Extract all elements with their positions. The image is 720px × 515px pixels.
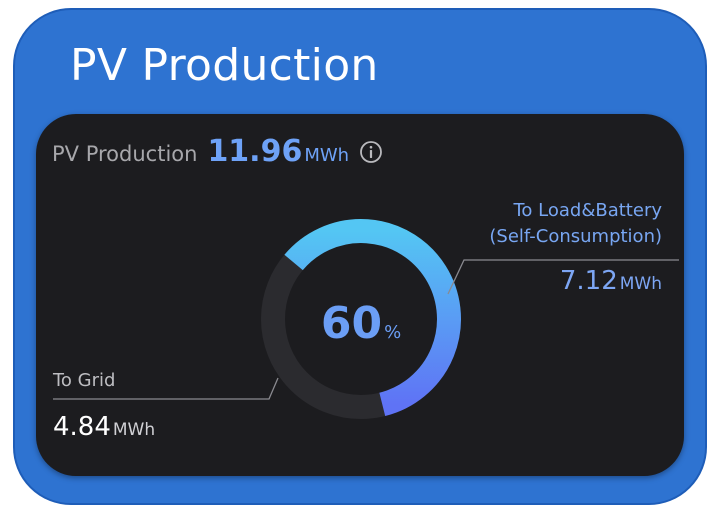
total-production-value: 11.96 (207, 134, 303, 169)
self-consumption-value-group: 7.12 MWh (560, 266, 662, 296)
self-consumption-value: 7.12 (559, 266, 618, 296)
info-circle-icon[interactable] (359, 140, 383, 164)
card-header: PV Production 11.96 MWh (52, 134, 383, 169)
outer-frame: PV Production PV Production 11.96 MWh (13, 8, 707, 505)
gauge-chart (53, 219, 679, 419)
pv-production-card: PV Production 11.96 MWh 60% (36, 114, 684, 476)
self-consumption-leader-line (447, 259, 679, 295)
header-label: PV Production (52, 142, 198, 166)
to-grid-unit: MWh (112, 420, 156, 440)
self-consumption-label-line1: To Load&Battery (513, 200, 662, 221)
percent-unit: % (384, 322, 402, 343)
self-consumption-label: To Load&Battery (Self-Consumption) (489, 198, 662, 250)
to-grid-value-group: 4.84 MWh (53, 412, 155, 442)
to-grid-leader-line (53, 377, 279, 400)
self-consumption-percent: 60 (320, 298, 383, 349)
self-consumption-unit: MWh (619, 274, 662, 294)
to-grid-value: 4.84 (53, 412, 111, 442)
total-production-unit: MWh (304, 145, 350, 166)
to-grid-label: To Grid (53, 370, 116, 391)
gauge-center-value: 60% (296, 298, 426, 349)
page-title: PV Production (70, 40, 379, 91)
gauge-progress-arc (284, 219, 461, 417)
self-consumption-label-line2: (Self-Consumption) (489, 226, 662, 247)
